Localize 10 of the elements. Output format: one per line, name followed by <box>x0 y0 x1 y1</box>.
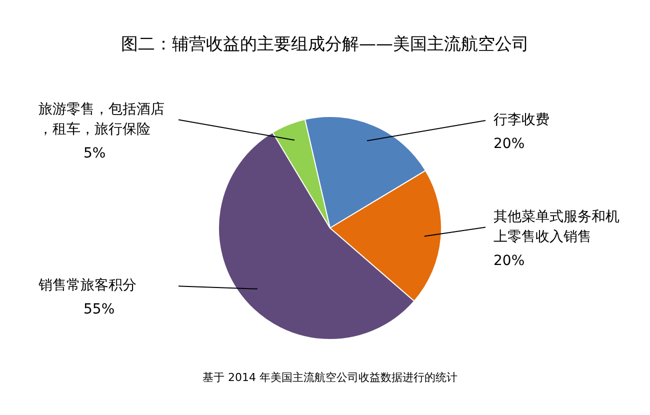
slice-label: 销售常旅客积分 <box>38 278 136 294</box>
data-label: 55% <box>84 302 115 318</box>
data-label: 5% <box>84 145 106 162</box>
text: 基于 2014 年美国主流航空公司收益数据进行的统计 <box>202 370 458 384</box>
chart-title: 图二：辅营收益的主要组成分解——美国主流航空公司 <box>121 34 529 54</box>
slice-label: 行李收费 <box>494 112 550 128</box>
data-label: 20% <box>494 252 525 269</box>
slice-label: 其他菜单式服务和机上零售收入销售 <box>494 208 620 245</box>
data-label: 20% <box>494 136 525 152</box>
slice-label: 旅游零售，包括酒店，租车，旅行保险 <box>38 101 164 138</box>
